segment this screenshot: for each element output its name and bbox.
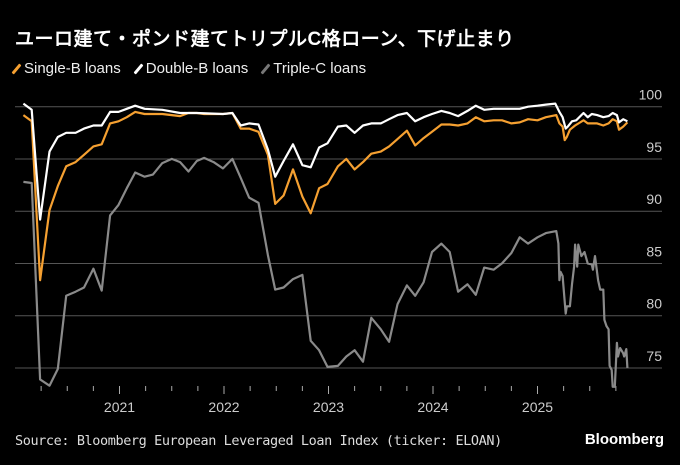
x-tick-label: 2023: [313, 399, 344, 415]
x-tick-label: 2021: [104, 399, 135, 415]
y-tick-label: 95: [646, 139, 662, 155]
y-tick-label: 75: [646, 348, 662, 364]
legend-item-single-b: Single-B loans: [11, 60, 121, 77]
legend-label-single-b: Single-B loans: [24, 60, 121, 77]
series-line-double-b-loans: [22, 102, 628, 221]
legend-label-triple-c: Triple-C loans: [273, 60, 367, 77]
chart-title: ユーロ建て・ポンド建てトリプルC格ローン、下げ止まり: [15, 29, 515, 50]
series-line-single-b-loans: [22, 110, 629, 282]
x-tick-label: 2025: [522, 399, 553, 415]
bloomberg-logo: Bloomberg: [584, 431, 664, 448]
legend-item-double-b: Double-B loans: [133, 60, 249, 77]
y-tick-label: 90: [646, 191, 662, 207]
y-tick-label: 85: [646, 243, 662, 259]
y-tick-label: 100: [639, 87, 663, 103]
legend-item-triple-c: Triple-C loans: [260, 60, 367, 77]
x-tick-label: 2022: [208, 399, 239, 415]
y-tick-label: 80: [646, 296, 662, 312]
legend-label-double-b: Double-B loans: [145, 60, 249, 77]
source-note: Source: Bloomberg European Leveraged Loa…: [15, 433, 502, 449]
series-line-triple-c-loans: [23, 156, 629, 388]
legend: Single-B loans Double-B loans Triple-C l…: [11, 60, 367, 77]
x-tick-label: 2024: [417, 399, 448, 415]
